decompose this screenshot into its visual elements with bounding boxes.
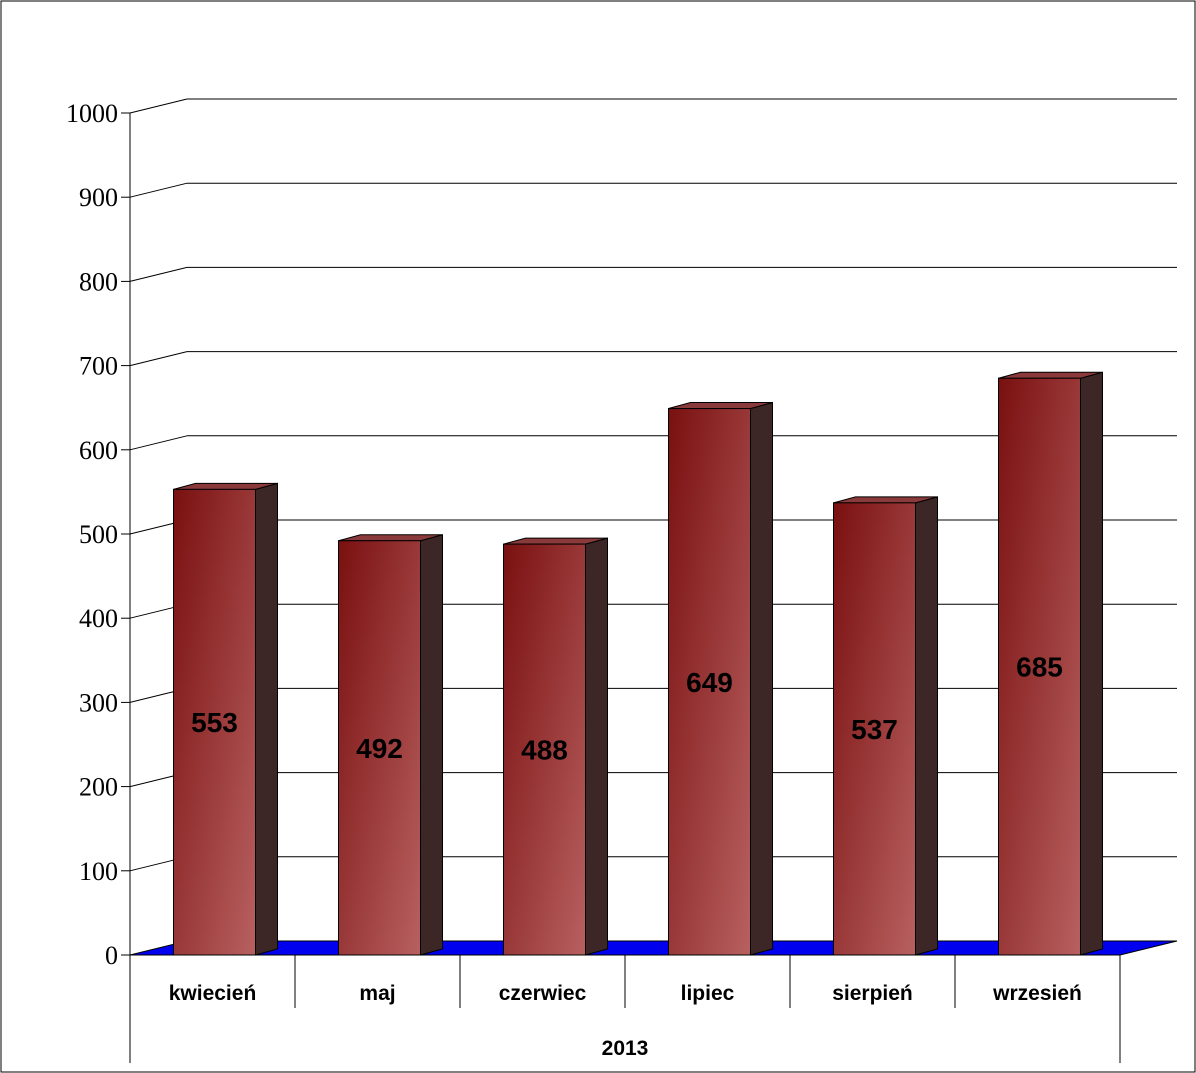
bar bbox=[998, 377, 1081, 956]
y-tick-label: 1000 bbox=[66, 99, 118, 128]
y-tick-label: 0 bbox=[105, 941, 118, 970]
gridline-diagonal bbox=[129, 98, 188, 114]
bar-side bbox=[420, 534, 443, 956]
gridline-diagonal bbox=[129, 435, 188, 451]
x-tick-label: sierpień bbox=[832, 982, 913, 1005]
data-label: 488 bbox=[521, 735, 568, 766]
y-tick-label: 900 bbox=[79, 183, 118, 212]
bar bbox=[668, 408, 751, 956]
y-tick-label: 200 bbox=[79, 773, 118, 802]
bar-side bbox=[255, 482, 278, 956]
bar-side bbox=[585, 537, 608, 956]
data-label: 537 bbox=[851, 714, 898, 745]
data-label: 649 bbox=[686, 667, 733, 698]
y-tick-label: 300 bbox=[79, 688, 118, 717]
y-tick-label: 800 bbox=[79, 267, 118, 296]
y-tick-label: 500 bbox=[79, 520, 118, 549]
data-label: 553 bbox=[191, 707, 238, 738]
x-tick-label: wrzesień bbox=[992, 982, 1082, 1005]
gridline-diagonal bbox=[129, 266, 188, 282]
x-tick-label: czerwiec bbox=[499, 982, 587, 1005]
bar-side bbox=[1080, 371, 1103, 956]
x-tick-label: kwiecień bbox=[169, 982, 257, 1005]
x-group-label: 2013 bbox=[602, 1037, 649, 1060]
y-tick-label: 700 bbox=[79, 352, 118, 381]
data-label: 492 bbox=[356, 733, 403, 764]
bar bbox=[173, 488, 256, 956]
bar bbox=[833, 502, 916, 956]
y-tick-label: 100 bbox=[79, 857, 118, 886]
x-tick-label: maj bbox=[359, 982, 395, 1005]
gridline-diagonal bbox=[129, 182, 188, 198]
x-tick-label: lipiec bbox=[681, 982, 735, 1005]
y-tick-label: 400 bbox=[79, 604, 118, 633]
gridline-diagonal bbox=[129, 351, 188, 367]
bar-side bbox=[750, 401, 773, 956]
bar bbox=[503, 543, 586, 956]
bar bbox=[338, 540, 421, 956]
data-label: 685 bbox=[1016, 652, 1063, 683]
bar-side bbox=[915, 496, 938, 956]
y-tick-label: 600 bbox=[79, 436, 118, 465]
